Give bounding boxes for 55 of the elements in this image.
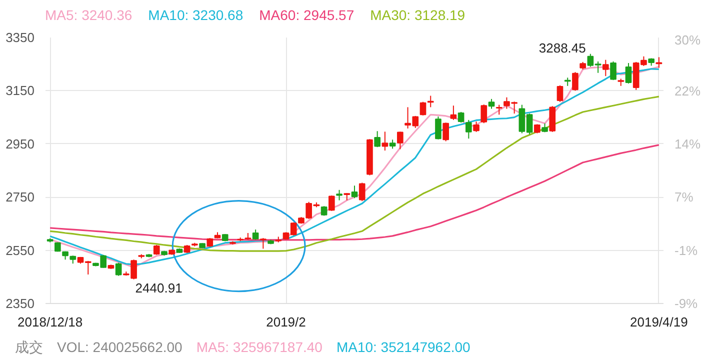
- candlestick: [488, 98, 495, 110]
- candlestick: [496, 104, 502, 116]
- x-tick-label: 2018/12/18: [18, 314, 83, 330]
- candlestick: [602, 59, 609, 77]
- text: MA5: 325967187.40: [196, 339, 322, 355]
- candlestick: [534, 124, 540, 134]
- y2-tick-label: -9%: [674, 296, 698, 311]
- text: MA60: 2945.57: [259, 7, 354, 23]
- y2-tick-label: 7%: [674, 190, 694, 205]
- candlestick: [153, 244, 160, 256]
- y2-tick-label: 30%: [674, 32, 701, 48]
- candlestick: [625, 62, 632, 84]
- candlestick: [610, 60, 616, 81]
- candlestick: [336, 189, 342, 201]
- y-tick-label: 2750: [6, 190, 34, 205]
- candlestick: [450, 105, 457, 120]
- text: MA30: 3128.19: [370, 7, 466, 23]
- y-tick-label: 3150: [6, 83, 34, 98]
- candlestick: [466, 119, 472, 140]
- candlestick: [480, 104, 488, 124]
- candlestick: [435, 116, 442, 140]
- candlestick: [473, 121, 480, 132]
- line-series: [49, 144, 660, 241]
- text: VOL: 240025662.00: [57, 339, 182, 355]
- y-tick-label: 3350: [6, 30, 34, 45]
- candlestick: [397, 131, 404, 150]
- y-tick-label: 2950: [6, 136, 34, 152]
- candlestick: [260, 238, 266, 250]
- text: MA5: 3240.36: [45, 7, 132, 23]
- y-tick-label: 2350: [6, 296, 34, 311]
- candlestick: [556, 84, 564, 102]
- y-tick-label: 2550: [6, 242, 34, 258]
- candlestick: [572, 72, 578, 92]
- candlestick: [389, 139, 396, 150]
- candlestick: [458, 111, 464, 124]
- candlestick: [328, 195, 335, 212]
- text: MA10: 352147962.00: [336, 339, 470, 355]
- candlestick: [549, 106, 556, 132]
- candlestick: [374, 130, 380, 148]
- candlestick: [442, 122, 449, 142]
- candlestick: [115, 262, 122, 276]
- line-series: [49, 96, 660, 252]
- candlestick: [420, 101, 426, 116]
- x-tick-label: 2019/4/19: [630, 314, 688, 330]
- candlestick: [351, 185, 358, 199]
- y2-tick-label: 22%: [674, 83, 701, 98]
- y2-tick-label: -1%: [674, 242, 698, 258]
- annotation: 3288.45: [538, 40, 586, 56]
- y2-tick-label: 14%: [674, 136, 701, 152]
- candlestick: [382, 131, 388, 152]
- candlestick: [358, 182, 366, 202]
- annotation: 2440.91: [135, 280, 182, 296]
- text: 成交: [15, 339, 43, 355]
- x-tick-label: 2019/2: [266, 314, 306, 330]
- text: MA10: 3230.68: [148, 7, 244, 23]
